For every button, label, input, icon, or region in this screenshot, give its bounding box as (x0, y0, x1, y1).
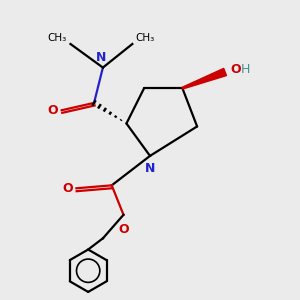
Polygon shape (182, 68, 226, 89)
Text: O: O (230, 63, 241, 76)
Text: O: O (62, 182, 73, 195)
Text: CH₃: CH₃ (48, 32, 67, 43)
Text: O: O (47, 104, 58, 117)
Text: O: O (118, 223, 129, 236)
Text: N: N (145, 162, 155, 176)
Text: H: H (240, 63, 250, 76)
Text: N: N (96, 51, 106, 64)
Text: CH₃: CH₃ (136, 32, 155, 43)
